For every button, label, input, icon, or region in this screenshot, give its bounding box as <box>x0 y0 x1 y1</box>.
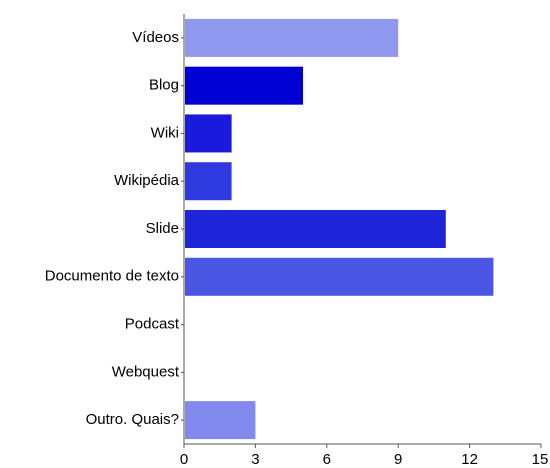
bars-group <box>185 18 494 440</box>
x-tick-label-6: 6 <box>323 451 331 468</box>
x-tick-label-12: 12 <box>461 451 478 468</box>
bar-slide <box>185 210 446 248</box>
category-label-wiki: Wiki <box>151 124 179 141</box>
category-label-blog: Blog <box>149 77 179 94</box>
bar-videos <box>185 18 399 57</box>
category-label-documento-de-texto: Documento de texto <box>45 268 179 285</box>
category-label-wikipedia: Wikipédia <box>114 172 180 189</box>
category-label-slide: Slide <box>146 220 179 237</box>
bar-wiki <box>185 114 232 153</box>
x-tick-label-3: 3 <box>251 451 259 468</box>
x-axis-ticks-group: 0 3 6 9 12 15 <box>180 444 549 468</box>
category-label-webquest: Webquest <box>112 363 180 380</box>
x-tick-label-15: 15 <box>532 451 549 468</box>
bar-outro-quais <box>185 401 256 440</box>
category-label-outro-quais: Outro. Quais? <box>86 411 179 428</box>
category-labels-group: Vídeos Blog Wiki Wikipédia Slide Documento de… <box>45 29 184 428</box>
bar-blog <box>185 66 303 105</box>
category-label-podcast: Podcast <box>125 316 180 333</box>
category-label-videos: Vídeos <box>132 29 179 46</box>
x-tick-label-9: 9 <box>394 451 402 468</box>
bar-documento-de-texto <box>185 257 494 296</box>
bar-wikipedia <box>185 162 232 201</box>
x-tick-label-0: 0 <box>180 451 188 468</box>
